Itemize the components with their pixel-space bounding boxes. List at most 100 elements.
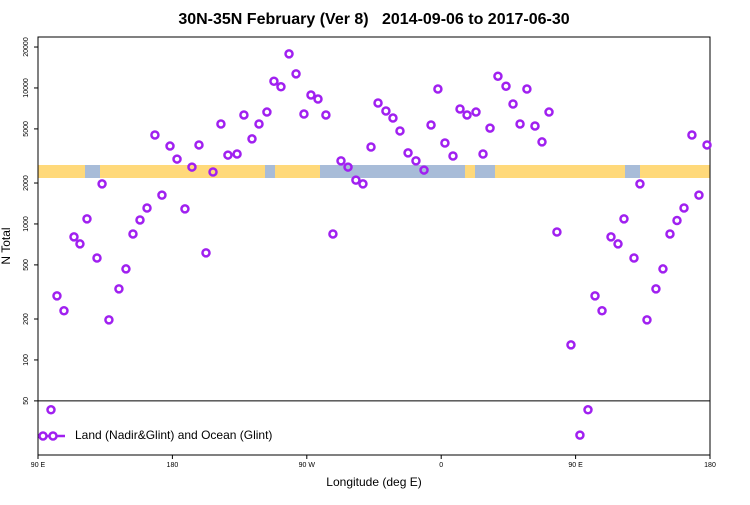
point [381, 106, 391, 116]
land-band [465, 165, 475, 178]
point [575, 430, 585, 440]
point [306, 90, 316, 100]
point [150, 130, 160, 140]
point [566, 340, 576, 350]
land-band [495, 165, 625, 178]
point [537, 137, 547, 147]
point [583, 405, 593, 415]
point [403, 148, 413, 158]
y-tick-label: 50 [23, 397, 30, 405]
point [121, 264, 131, 274]
point [232, 149, 242, 159]
point [223, 150, 233, 160]
point [530, 121, 540, 131]
point [180, 204, 190, 214]
point [291, 69, 301, 79]
point [82, 214, 92, 224]
point [433, 84, 443, 94]
x-tick-label: 180 [704, 462, 716, 469]
point [216, 119, 226, 129]
point [501, 81, 511, 91]
point [702, 140, 712, 150]
point [208, 167, 218, 177]
y-tick-label: 100 [23, 354, 30, 366]
point [629, 253, 639, 263]
point [194, 140, 204, 150]
point [254, 119, 264, 129]
point [165, 141, 175, 151]
point [665, 229, 675, 239]
point [187, 162, 197, 172]
legend-marker [38, 431, 48, 441]
point [395, 126, 405, 136]
point [269, 76, 279, 87]
point [172, 154, 182, 164]
point [373, 98, 383, 108]
point [635, 179, 645, 189]
y-tick-label: 500 [23, 259, 30, 271]
point [552, 227, 562, 237]
x-tick-label: 0 [439, 462, 443, 469]
x-axis-label: Longitude (deg E) [326, 475, 421, 489]
surface-strip [38, 165, 710, 178]
point [388, 113, 398, 123]
point [104, 315, 114, 325]
point [75, 239, 85, 249]
point [299, 109, 309, 119]
point [448, 151, 458, 161]
point [508, 99, 518, 109]
land-band [100, 165, 265, 178]
point [613, 239, 623, 249]
point [239, 110, 249, 120]
x-tick-label: 90 E [568, 462, 583, 469]
point [658, 264, 668, 274]
ocean-band [625, 165, 640, 178]
point [52, 291, 62, 301]
point [426, 120, 436, 130]
legend-label: Land (Nadir&Glint) and Ocean (Glint) [75, 428, 272, 442]
land-band [640, 165, 710, 178]
point [462, 110, 472, 120]
point [471, 107, 481, 117]
point [493, 71, 503, 81]
point [619, 214, 629, 224]
x-tick-label: 180 [167, 462, 179, 469]
point [276, 82, 286, 92]
point [343, 162, 353, 172]
point [128, 229, 138, 239]
ocean-band [265, 165, 275, 178]
y-tick-label: 20000 [23, 37, 30, 57]
point [201, 248, 211, 258]
point [284, 49, 294, 59]
x-tick-label: 90 W [299, 462, 316, 469]
y-tick-label: 2000 [23, 175, 30, 191]
y-tick-label: 5000 [23, 121, 30, 137]
point [358, 179, 368, 189]
point [313, 94, 323, 104]
point [69, 232, 79, 242]
point [157, 190, 167, 200]
land-band [38, 165, 85, 178]
point [590, 291, 600, 301]
point [336, 156, 346, 166]
point [142, 203, 152, 213]
point [419, 165, 429, 175]
point [455, 104, 465, 114]
ocean-band [85, 165, 100, 178]
point [114, 284, 124, 294]
y-tick-label: 1000 [23, 216, 30, 232]
y-axis-label: N Total [0, 227, 13, 264]
point [440, 138, 450, 148]
point [321, 110, 331, 120]
legend-marker [48, 431, 58, 441]
point [262, 107, 272, 117]
ocean-band [320, 165, 465, 178]
land-band [275, 165, 320, 178]
point [515, 119, 525, 129]
point [679, 203, 689, 213]
point [672, 215, 682, 226]
point [544, 107, 554, 117]
point [92, 253, 102, 263]
